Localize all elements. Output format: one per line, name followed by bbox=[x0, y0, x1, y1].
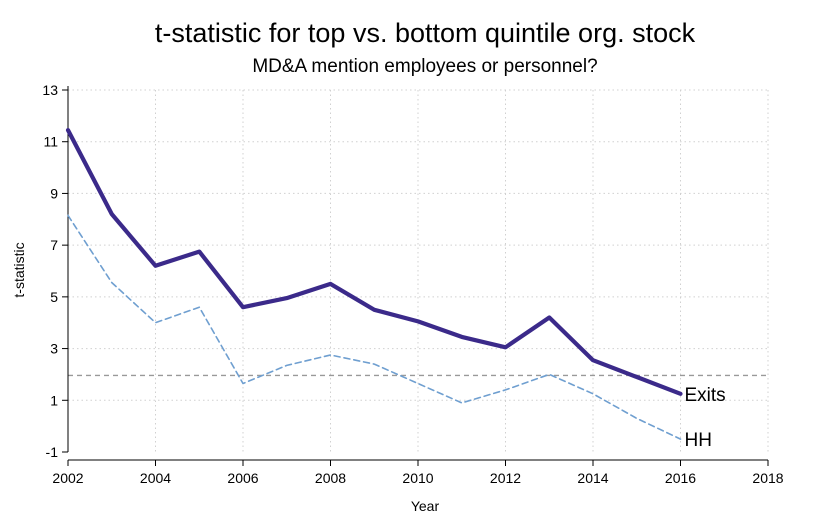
series-label-exits: Exits bbox=[685, 385, 726, 406]
y-tick-label: 1 bbox=[50, 392, 58, 408]
x-tick-label: 2014 bbox=[577, 470, 608, 486]
y-tick-label: 7 bbox=[50, 237, 58, 253]
chart-subtitle: MD&A mention employees or personnel? bbox=[252, 56, 597, 77]
y-tick-label: -1 bbox=[46, 444, 59, 460]
x-tick-label: 2008 bbox=[315, 470, 346, 486]
grid bbox=[68, 89, 769, 452]
y-tick-label: 9 bbox=[50, 185, 58, 201]
series-label-hh: HH bbox=[685, 430, 712, 451]
y-tick-label: 13 bbox=[42, 82, 58, 98]
series-line-hh bbox=[67, 214, 682, 440]
x-tick-label: 2016 bbox=[665, 470, 696, 486]
x-tick-label: 2012 bbox=[490, 470, 521, 486]
y-tick-label: 5 bbox=[50, 289, 58, 305]
x-tick-label: 2004 bbox=[140, 470, 171, 486]
x-tick-label: 2006 bbox=[227, 470, 258, 486]
x-tick-label: 2002 bbox=[52, 470, 83, 486]
x-axis-label: Year bbox=[411, 498, 440, 514]
y-tick-label: 3 bbox=[50, 341, 58, 357]
y-axis-label: t-statistic bbox=[11, 242, 27, 297]
x-tick-label: 2018 bbox=[752, 470, 783, 486]
chart-title: t-statistic for top vs. bottom quintile … bbox=[155, 18, 696, 48]
series-line-exits bbox=[65, 128, 683, 396]
x-tick-label: 2010 bbox=[402, 470, 433, 486]
y-tick-label: 11 bbox=[43, 134, 58, 150]
series-layer: Exits HH bbox=[65, 128, 726, 451]
